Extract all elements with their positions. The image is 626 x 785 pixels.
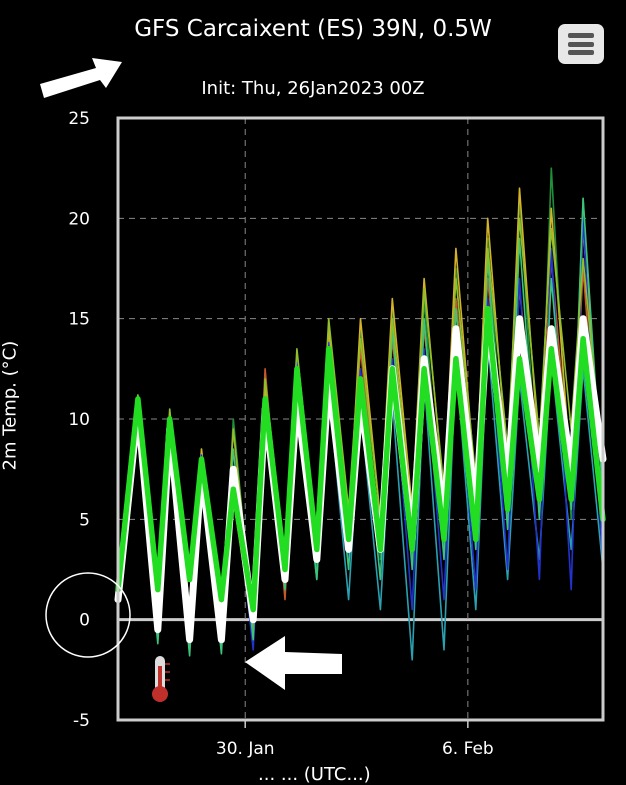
y-tick-label: 15 xyxy=(68,310,90,330)
plot-border xyxy=(116,116,605,722)
y-tick-label: 5 xyxy=(79,510,90,530)
chart-subtitle: Init: Thu, 26Jan2023 00Z xyxy=(201,78,425,99)
x-tick-label: 6. Feb xyxy=(442,739,494,759)
y-tick-label: 20 xyxy=(68,209,90,229)
y-tick-label: -5 xyxy=(73,711,90,731)
x-tick-label: 30. Jan xyxy=(216,739,275,759)
arrow-up-right-icon xyxy=(40,58,122,98)
hamburger-menu-icon[interactable] xyxy=(558,24,604,64)
ensemble-member-line xyxy=(117,187,604,631)
ensemble-member-line xyxy=(117,217,604,651)
y-tick-label: 10 xyxy=(68,410,90,430)
thermometer-icon xyxy=(152,656,170,702)
zero-tick-highlight xyxy=(45,572,131,658)
control-line xyxy=(115,305,606,613)
arrow-left-icon xyxy=(245,636,342,690)
y-tick-label: 25 xyxy=(68,109,90,129)
chart-title: GFS Carcaixent (ES) 39N, 0.5W xyxy=(134,16,492,42)
y-tick-label: 0 xyxy=(79,611,90,631)
